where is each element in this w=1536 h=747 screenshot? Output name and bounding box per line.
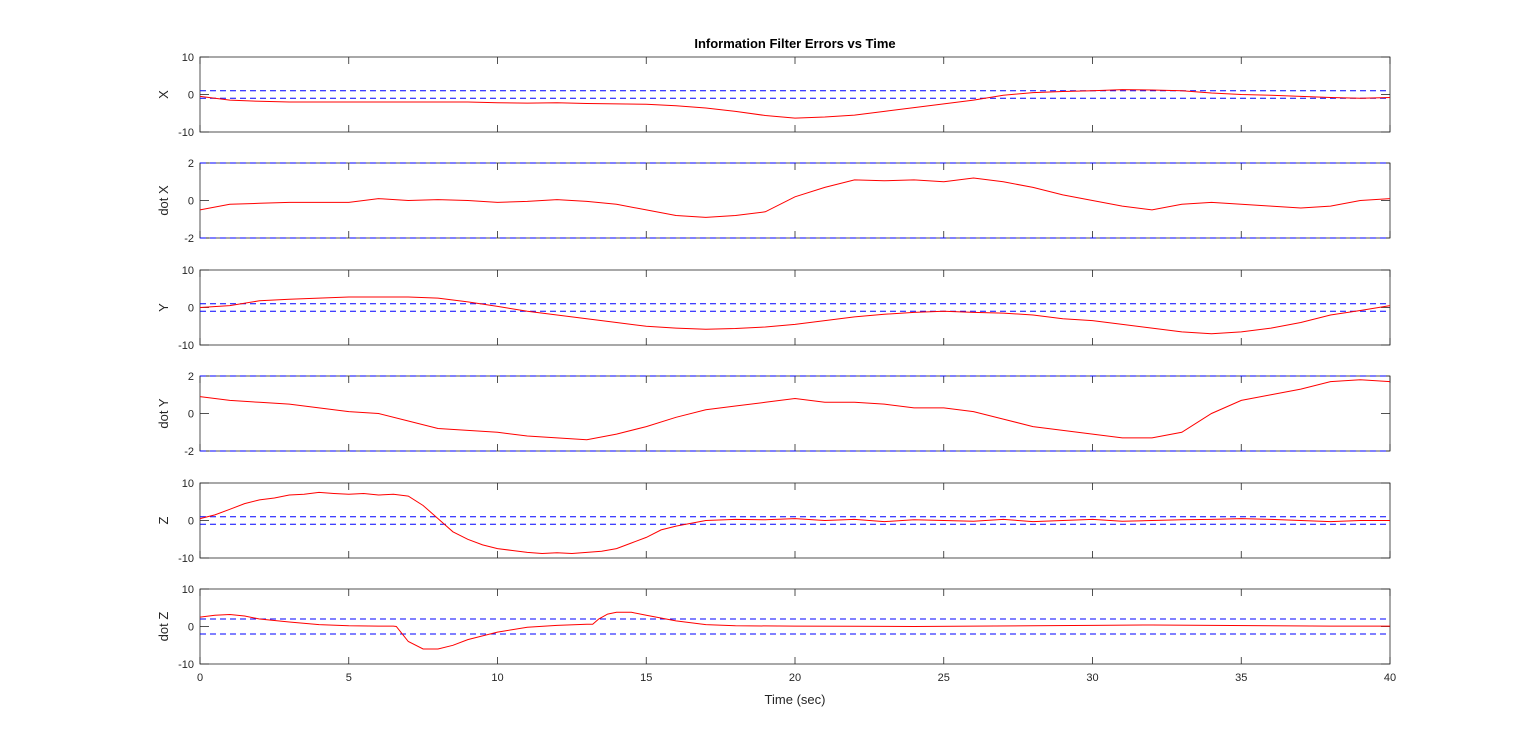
y-axis-label: Z	[156, 516, 171, 524]
y-tick-label: 0	[188, 622, 194, 634]
subplot-3: -10 0 10 Y	[156, 265, 1391, 352]
subplot-4: -2 0 2 dot Y	[156, 371, 1391, 458]
error-series-line	[199, 379, 1391, 441]
error-series-line	[199, 296, 1391, 335]
y-tick-label: -10	[178, 127, 194, 139]
axes-box	[199, 375, 1391, 452]
y-tick-label: 0	[188, 516, 194, 528]
x-axis-label: Time (sec)	[765, 692, 826, 707]
y-tick-label: -2	[184, 233, 194, 245]
y-tick-label: 10	[182, 52, 194, 64]
error-series-line	[199, 177, 1391, 218]
y-axis-label: dot Z	[156, 612, 171, 642]
x-axis: 0 5 10 15 20 25 30 35 40	[197, 672, 1396, 684]
x-tick-label: 20	[789, 672, 801, 684]
x-tick-label: 5	[346, 672, 352, 684]
error-series-line	[199, 491, 1390, 555]
y-axis-label: dot X	[156, 185, 171, 216]
y-tick-label: 10	[182, 584, 194, 596]
y-tick-label: 0	[188, 303, 194, 315]
x-tick-label: 10	[491, 672, 503, 684]
x-tick-label: 15	[640, 672, 652, 684]
y-tick-label: 10	[182, 265, 194, 277]
subplot-2: -2 0 2 dot X	[156, 158, 1391, 245]
y-axis-label: dot Y	[156, 398, 171, 428]
x-tick-label: 0	[197, 672, 203, 684]
subplot-5: -10 0 10 Z	[156, 478, 1391, 565]
y-tick-label: 0	[188, 196, 194, 208]
y-tick-label: 2	[188, 158, 194, 170]
y-tick-label: -10	[178, 340, 194, 352]
x-tick-label: 30	[1086, 672, 1098, 684]
axes-box	[199, 482, 1391, 559]
y-tick-label: 0	[188, 90, 194, 102]
error-series-line	[199, 611, 1390, 650]
y-tick-label: 10	[182, 478, 194, 490]
y-tick-label: -2	[184, 446, 194, 458]
x-tick-label: 25	[938, 672, 950, 684]
chart-title: Information Filter Errors vs Time	[694, 36, 895, 51]
y-tick-label: -10	[178, 659, 194, 671]
error-series-line	[199, 89, 1391, 119]
y-tick-label: 2	[188, 371, 194, 383]
y-axis-label: Y	[156, 303, 171, 312]
axes-box	[199, 56, 1391, 133]
x-tick-label: 35	[1235, 672, 1247, 684]
x-tick-label: 40	[1384, 672, 1396, 684]
subplot-6: -10 0 10 dot Z	[156, 584, 1391, 671]
y-tick-label: 0	[188, 409, 194, 421]
y-tick-label: -10	[178, 553, 194, 565]
axes-box	[199, 162, 1391, 239]
subplot-1: -10 0 10 X	[156, 52, 1391, 139]
y-axis-label: X	[156, 90, 171, 99]
